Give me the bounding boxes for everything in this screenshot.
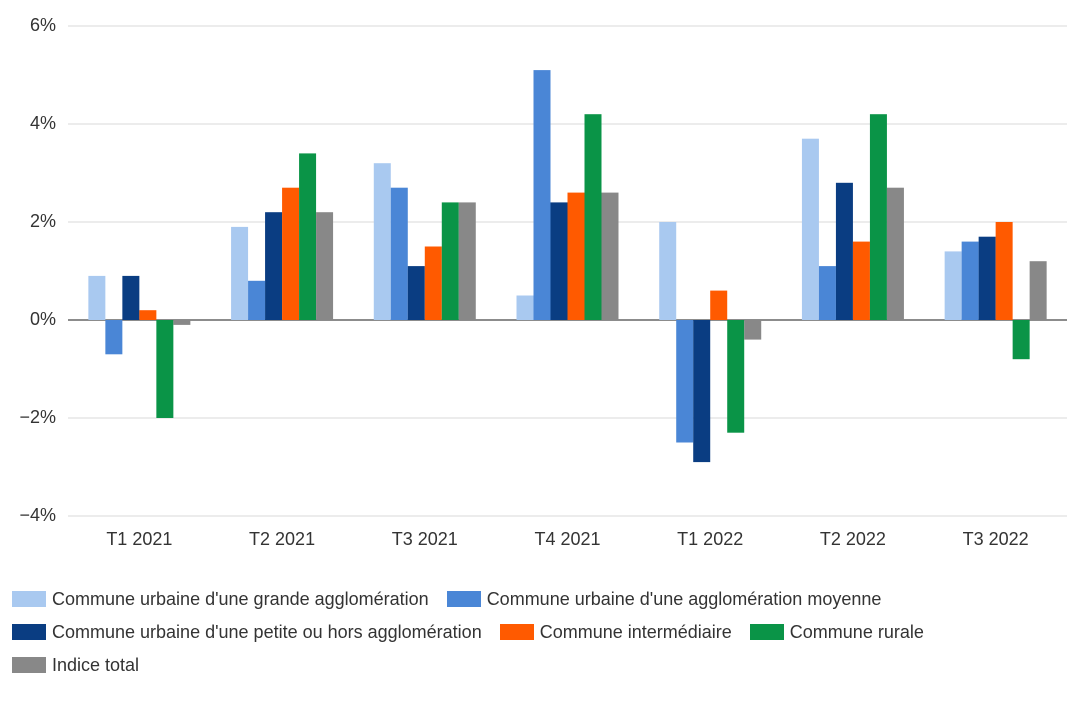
bar <box>601 192 619 320</box>
bar <box>248 280 266 320</box>
chart: −4% −2% 0% 2% 4% 6% T1 2021 T2 2021 T3 2021 T4 20… <box>19 15 1067 549</box>
bar <box>299 153 317 320</box>
legend-label: Commune intermédiaire <box>539 622 732 642</box>
bar <box>550 202 568 320</box>
legend-item: Commune urbaine d'une grande agglomérati… <box>12 588 429 610</box>
legend-label: Indice total <box>52 655 140 675</box>
legend-item: Indice total <box>12 654 139 676</box>
bar <box>567 192 585 320</box>
bar <box>105 320 123 355</box>
y-tick-label: 6% <box>30 15 56 35</box>
bar <box>173 320 191 325</box>
bar <box>316 212 334 320</box>
bar <box>390 187 408 320</box>
legend: Commune urbaine d'une grande agglomérati… <box>12 588 942 676</box>
y-tick-label: 0% <box>30 309 56 329</box>
bar <box>122 275 140 320</box>
x-tick-label: T3 2021 <box>392 529 458 549</box>
bar <box>407 266 425 320</box>
x-tick-label: T2 2021 <box>249 529 315 549</box>
legend-swatch <box>446 591 481 607</box>
bar <box>886 187 904 320</box>
bar <box>424 246 442 320</box>
bar <box>139 310 157 320</box>
legend-swatch <box>749 624 784 640</box>
y-tick-label: −2% <box>19 407 56 427</box>
bar <box>710 290 728 320</box>
bar <box>676 320 694 443</box>
x-tick-label: T4 2021 <box>534 529 600 549</box>
bar <box>852 241 870 320</box>
legend-item: Commune rurale <box>749 621 924 643</box>
legend-swatch <box>12 591 46 607</box>
x-tick-label: T1 2022 <box>677 529 743 549</box>
legend-swatch <box>499 624 534 640</box>
bar <box>282 187 300 320</box>
bar <box>265 212 283 320</box>
legend-swatch <box>12 624 46 640</box>
legend-item: Commune urbaine d'une agglomération moye… <box>446 588 882 610</box>
bar <box>533 70 551 320</box>
bar <box>818 266 836 320</box>
bar <box>995 222 1013 320</box>
y-tick-label: 4% <box>30 113 56 133</box>
bar <box>584 114 602 320</box>
legend-label: Commune rurale <box>789 622 924 642</box>
bar <box>441 202 459 320</box>
bar <box>1012 320 1030 360</box>
x-tick-label: T2 2022 <box>820 529 886 549</box>
legend-swatch <box>12 657 46 673</box>
bar <box>744 320 762 340</box>
bar <box>978 236 996 320</box>
y-tick-label: 2% <box>30 211 56 231</box>
bar <box>373 163 391 320</box>
bar <box>693 320 711 463</box>
bar <box>801 138 819 320</box>
bar <box>659 222 677 320</box>
bar <box>944 251 962 320</box>
x-tick-label: T1 2021 <box>106 529 172 549</box>
bar <box>516 295 534 320</box>
bar <box>156 320 174 418</box>
legend-item: Commune urbaine d'une petite ou hors agg… <box>12 621 482 643</box>
legend-label: Commune urbaine d'une agglomération moye… <box>486 589 882 609</box>
bar <box>1029 261 1047 320</box>
y-tick-label: −4% <box>19 505 56 525</box>
bar <box>869 114 887 320</box>
legend-label: Commune urbaine d'une petite ou hors agg… <box>52 622 482 642</box>
bar <box>727 320 745 433</box>
bar <box>88 275 106 320</box>
legend-item: Commune intermédiaire <box>499 621 732 643</box>
legend-label: Commune urbaine d'une grande agglomérati… <box>52 589 429 609</box>
bar <box>961 241 979 320</box>
bar <box>458 202 476 320</box>
x-tick-label: T3 2022 <box>963 529 1029 549</box>
bar <box>835 182 853 320</box>
bar <box>231 226 249 320</box>
